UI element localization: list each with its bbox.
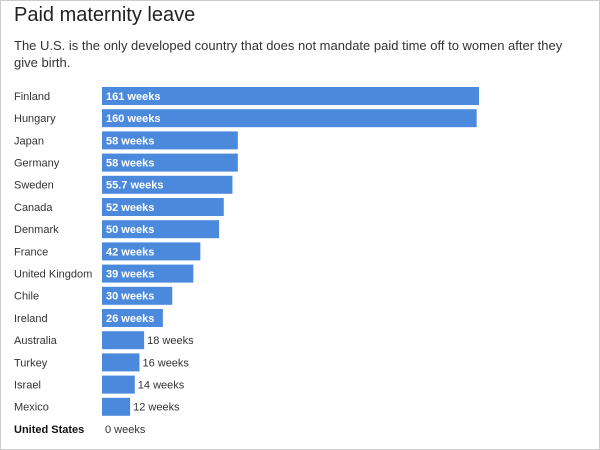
- category-label: Canada: [14, 202, 53, 214]
- value-label: 52 weeks: [106, 202, 154, 214]
- chart-subtitle: The U.S. is the only developed country t…: [14, 38, 563, 70]
- value-label: 0 weeks: [105, 424, 146, 436]
- category-label: Japan: [14, 135, 44, 147]
- category-label: Israel: [14, 380, 41, 392]
- category-label: France: [14, 246, 48, 258]
- value-label: 16 weeks: [142, 357, 189, 369]
- bar: [102, 175, 233, 194]
- value-label: 55.7 weeks: [106, 180, 164, 192]
- value-label: 14 weeks: [138, 380, 185, 392]
- bar: [102, 397, 131, 416]
- value-label: 58 weeks: [106, 158, 154, 170]
- value-label: 160 weeks: [106, 113, 160, 125]
- bar: [102, 242, 201, 261]
- category-label: Denmark: [14, 224, 59, 236]
- value-label: 42 weeks: [106, 246, 154, 258]
- category-label: Germany: [14, 158, 60, 170]
- chart-title: Paid maternity leave: [14, 4, 196, 26]
- bar: [102, 87, 479, 105]
- bar: [102, 220, 220, 239]
- value-label: 12 weeks: [133, 402, 180, 414]
- category-label: United States: [14, 424, 84, 436]
- category-label: Hungary: [14, 113, 56, 125]
- value-label: 30 weeks: [106, 291, 154, 303]
- bar: [102, 353, 140, 372]
- bar: [102, 131, 238, 150]
- category-label: United Kingdom: [14, 269, 92, 281]
- category-label: Mexico: [14, 402, 49, 414]
- value-label: 50 weeks: [106, 224, 154, 236]
- bar: [102, 109, 477, 128]
- category-label: Australia: [14, 335, 58, 347]
- value-label: 39 weeks: [106, 269, 154, 281]
- category-label: Ireland: [14, 313, 48, 325]
- value-label: 18 weeks: [147, 335, 194, 347]
- value-label: 58 weeks: [106, 135, 154, 147]
- bar: [102, 375, 135, 394]
- category-label: Sweden: [14, 180, 54, 192]
- category-label: Finland: [14, 91, 50, 103]
- category-label: Chile: [14, 291, 39, 303]
- value-label: 161 weeks: [106, 91, 160, 103]
- bar: [102, 153, 238, 172]
- value-label: 26 weeks: [106, 313, 154, 325]
- bar: [102, 264, 194, 283]
- bar: [102, 198, 224, 216]
- bar: [102, 286, 173, 305]
- category-label: Turkey: [14, 357, 48, 369]
- bar: [102, 309, 163, 327]
- bar: [102, 331, 145, 350]
